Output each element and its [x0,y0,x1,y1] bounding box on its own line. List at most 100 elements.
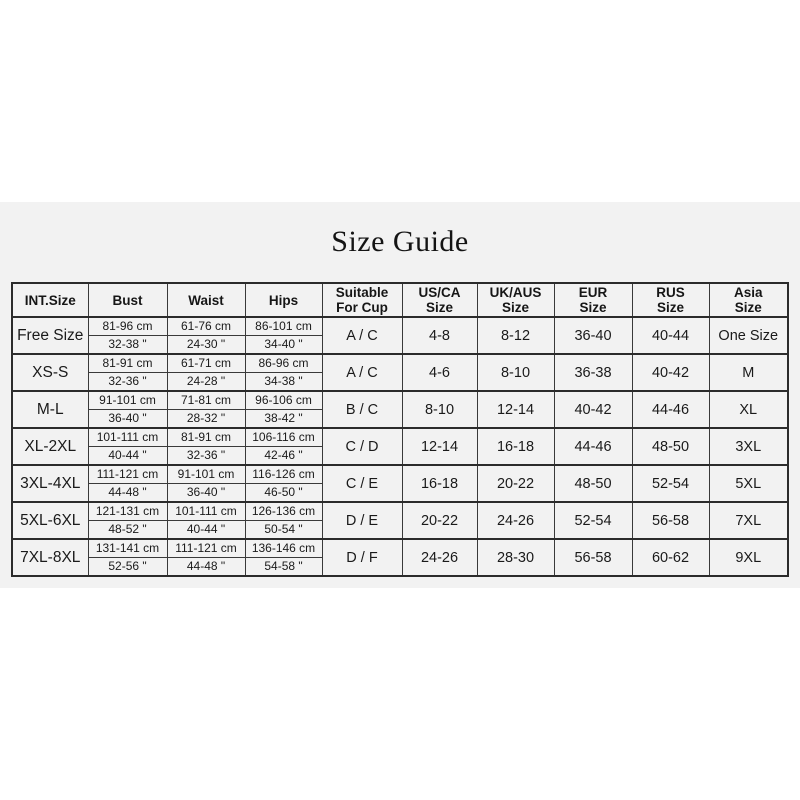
header-int-size: INT.Size [11,282,89,318]
cell-hips-in: 34-40 " [244,335,323,355]
cell-waist-in: 36-40 " [166,483,246,503]
cell-asia: 7XL [708,501,789,540]
cell-bust-in: 40-44 " [87,446,168,466]
cell-asia: 9XL [708,538,789,577]
cell-rus: 48-50 [631,427,710,466]
cell-rus: 56-58 [631,501,710,540]
cell-ukaus: 20-22 [476,464,555,503]
header-eur-size: EUR Size [553,282,633,318]
cell-rus: 60-62 [631,538,710,577]
cell-rus: 44-46 [631,390,710,429]
cell-asia: One Size [708,316,789,355]
cell-int-size: 5XL-6XL [11,501,89,540]
cell-hips-in: 46-50 " [244,483,323,503]
table-row: XL-2XL 101-111 cm 81-91 cm 106-116 cm C … [11,427,789,466]
table-row: Free Size 81-96 cm 61-76 cm 86-101 cm A … [11,316,789,355]
cell-waist-in: 32-36 " [166,446,246,466]
cell-waist-in: 44-48 " [166,557,246,577]
cell-waist-cm: 111-121 cm [166,538,246,558]
table-subrow: 52-56 " 44-48 " 54-58 " [12,557,788,577]
header-ukaus-size: UK/AUS Size [476,282,555,318]
cell-bust-cm: 81-91 cm [87,353,168,373]
header-cup: Suitable For Cup [321,282,403,318]
cell-eur: 52-54 [553,501,633,540]
cell-cup: B / C [321,390,403,429]
table-row: 3XL-4XL 111-121 cm 91-101 cm 116-126 cm … [11,464,789,503]
cell-hips-cm: 136-146 cm [244,538,323,558]
table-subrow: 48-52 " 40-44 " 50-54 " [12,520,788,540]
cell-eur: 48-50 [553,464,633,503]
cell-hips-in: 54-58 " [244,557,323,577]
header-bust: Bust [87,282,168,318]
cell-waist-in: 40-44 " [166,520,246,540]
cell-bust-in: 32-36 " [87,372,168,392]
cell-bust-cm: 101-111 cm [87,427,168,447]
cell-ukaus: 8-10 [476,353,555,392]
cell-ukaus: 16-18 [476,427,555,466]
cell-hips-cm: 86-101 cm [244,316,323,336]
cell-hips-cm: 126-136 cm [244,501,323,521]
cell-ukaus: 8-12 [476,316,555,355]
cell-hips-cm: 86-96 cm [244,353,323,373]
cell-eur: 44-46 [553,427,633,466]
cell-int-size: XL-2XL [11,427,89,466]
cell-bust-cm: 91-101 cm [87,390,168,410]
cell-rus: 40-44 [631,316,710,355]
table-row: M-L 91-101 cm 71-81 cm 96-106 cm B / C 8… [11,390,789,429]
cell-usca: 8-10 [401,390,478,429]
cell-waist-cm: 61-76 cm [166,316,246,336]
cell-ukaus: 24-26 [476,501,555,540]
cell-bust-cm: 81-96 cm [87,316,168,336]
header-waist: Waist [166,282,246,318]
cell-hips-cm: 96-106 cm [244,390,323,410]
table-subrow: 44-48 " 36-40 " 46-50 " [12,483,788,503]
header-row: INT.Size Bust Waist Hips Suitable For Cu… [11,282,789,318]
cell-waist-cm: 81-91 cm [166,427,246,447]
table-subrow: 32-36 " 24-28 " 34-38 " [12,372,788,392]
cell-usca: 4-6 [401,353,478,392]
cell-ukaus: 12-14 [476,390,555,429]
cell-int-size: XS-S [11,353,89,392]
cell-usca: 24-26 [401,538,478,577]
header-rus-size: RUS Size [631,282,710,318]
cell-cup: A / C [321,353,403,392]
cell-cup: C / D [321,427,403,466]
cell-bust-in: 48-52 " [87,520,168,540]
cell-asia: XL [708,390,789,429]
table-header: INT.Size Bust Waist Hips Suitable For Cu… [11,282,789,318]
cell-waist-cm: 91-101 cm [166,464,246,484]
cell-bust-in: 36-40 " [87,409,168,429]
cell-int-size: 3XL-4XL [11,464,89,503]
cell-cup: D / E [321,501,403,540]
cell-cup: C / E [321,464,403,503]
cell-eur: 56-58 [553,538,633,577]
cell-bust-in: 32-38 " [87,335,168,355]
cell-waist-cm: 101-111 cm [166,501,246,521]
cell-waist-in: 24-28 " [166,372,246,392]
cell-rus: 40-42 [631,353,710,392]
table-subrow: 40-44 " 32-36 " 42-46 " [12,446,788,466]
header-usca-size: US/CA Size [401,282,478,318]
cell-usca: 4-8 [401,316,478,355]
header-asia-size: Asia Size [708,282,789,318]
cell-hips-in: 50-54 " [244,520,323,540]
cell-eur: 40-42 [553,390,633,429]
cell-eur: 36-40 [553,316,633,355]
cell-bust-in: 52-56 " [87,557,168,577]
cell-hips-cm: 116-126 cm [244,464,323,484]
cell-usca: 16-18 [401,464,478,503]
header-hips: Hips [244,282,323,318]
cell-hips-cm: 106-116 cm [244,427,323,447]
page-title: Size Guide [331,225,469,258]
cell-eur: 36-38 [553,353,633,392]
cell-bust-in: 44-48 " [87,483,168,503]
table-row: 5XL-6XL 121-131 cm 101-111 cm 126-136 cm… [11,501,789,540]
cell-waist-cm: 71-81 cm [166,390,246,410]
size-guide-panel: Size Guide INT.Size Bust Waist Hips Suit… [0,202,800,588]
size-guide-table: INT.Size Bust Waist Hips Suitable For Cu… [11,282,789,577]
cell-bust-cm: 121-131 cm [87,501,168,521]
cell-cup: A / C [321,316,403,355]
cell-waist-in: 28-32 " [166,409,246,429]
table-row: XS-S 81-91 cm 61-71 cm 86-96 cm A / C 4-… [11,353,789,392]
cell-asia: M [708,353,789,392]
